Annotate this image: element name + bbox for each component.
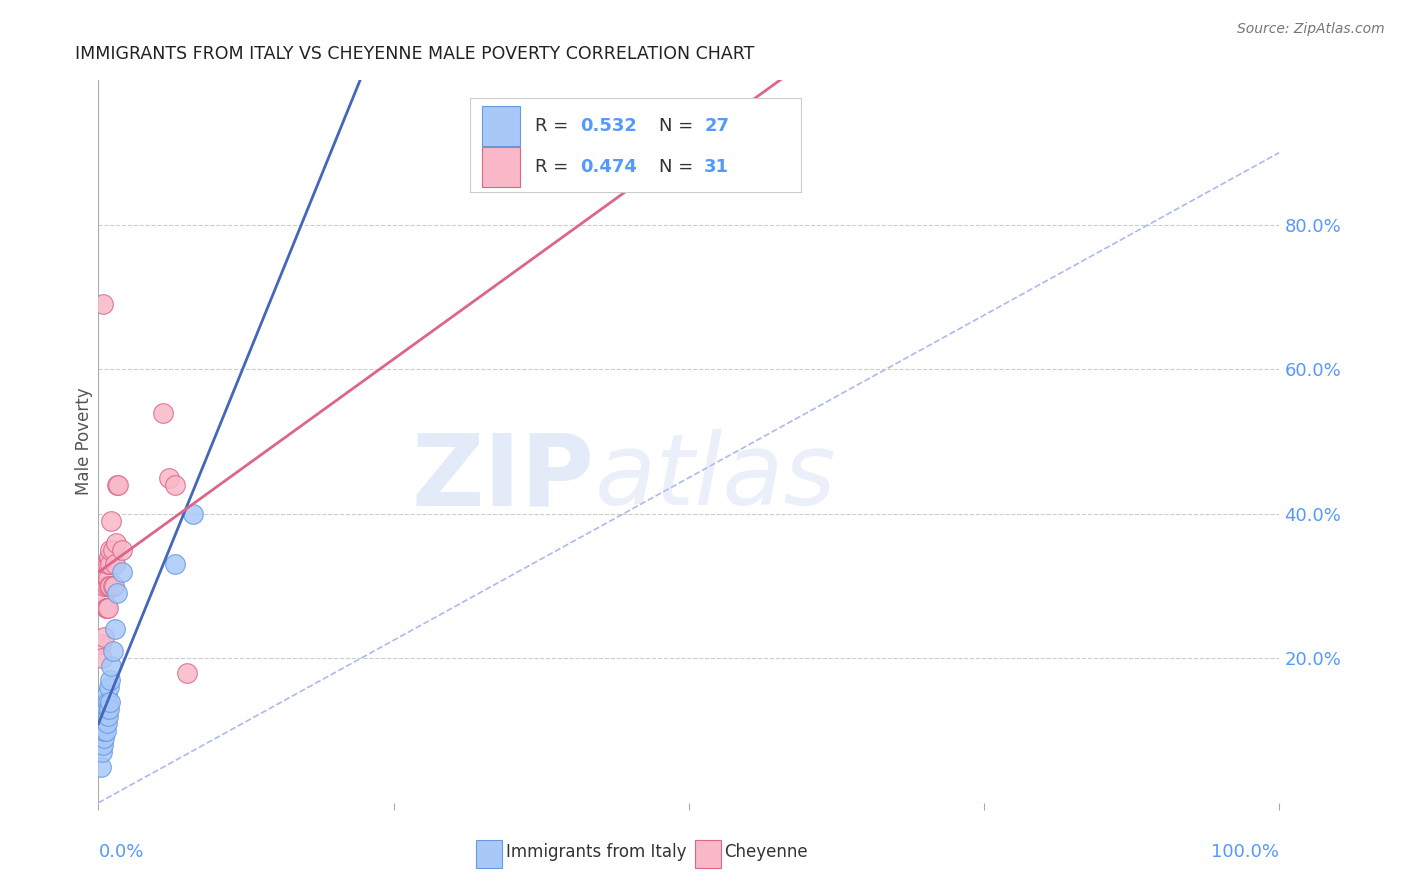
- Text: 31: 31: [704, 158, 730, 176]
- FancyBboxPatch shape: [477, 840, 502, 868]
- Point: [97, 558, 120, 572]
- Point: [90, 637, 112, 651]
- Text: R =: R =: [536, 117, 575, 135]
- Point: [111, 542, 134, 557]
- Point: [157, 470, 180, 484]
- Text: Source: ZipAtlas.com: Source: ZipAtlas.com: [1237, 22, 1385, 37]
- Point: [97, 572, 120, 586]
- Text: 0.0%: 0.0%: [98, 843, 143, 861]
- Point: [152, 406, 174, 420]
- Point: [91, 709, 114, 723]
- Point: [97, 695, 120, 709]
- Text: 0.532: 0.532: [581, 117, 637, 135]
- Text: atlas: atlas: [595, 429, 837, 526]
- FancyBboxPatch shape: [482, 106, 520, 145]
- Point: [98, 695, 121, 709]
- FancyBboxPatch shape: [471, 98, 801, 193]
- Point: [105, 586, 128, 600]
- Point: [91, 651, 114, 665]
- Point: [98, 579, 121, 593]
- Point: [100, 658, 122, 673]
- Point: [94, 600, 117, 615]
- Point: [91, 745, 114, 759]
- Text: R =: R =: [536, 158, 575, 176]
- Point: [98, 673, 121, 687]
- Point: [94, 723, 117, 738]
- Point: [97, 709, 120, 723]
- Point: [98, 680, 121, 694]
- Point: [91, 738, 114, 752]
- Point: [97, 600, 120, 615]
- Point: [101, 542, 124, 557]
- Point: [93, 579, 115, 593]
- Point: [105, 478, 128, 492]
- Text: 27: 27: [704, 117, 730, 135]
- Point: [100, 514, 122, 528]
- Point: [96, 687, 118, 701]
- Y-axis label: Male Poverty: Male Poverty: [75, 388, 93, 495]
- Text: 100.0%: 100.0%: [1212, 843, 1279, 861]
- Point: [93, 593, 115, 607]
- Text: ZIP: ZIP: [412, 429, 595, 526]
- Point: [176, 665, 198, 680]
- Point: [94, 695, 117, 709]
- Text: IMMIGRANTS FROM ITALY VS CHEYENNE MALE POVERTY CORRELATION CHART: IMMIGRANTS FROM ITALY VS CHEYENNE MALE P…: [75, 45, 754, 63]
- Point: [104, 558, 127, 572]
- Point: [98, 542, 121, 557]
- Point: [101, 644, 124, 658]
- Point: [165, 558, 187, 572]
- Point: [103, 579, 125, 593]
- Point: [96, 579, 118, 593]
- FancyBboxPatch shape: [482, 147, 520, 186]
- Point: [98, 702, 121, 716]
- Point: [93, 723, 115, 738]
- Point: [105, 535, 128, 549]
- Point: [98, 579, 121, 593]
- Point: [93, 731, 115, 745]
- Point: [94, 709, 117, 723]
- Point: [165, 478, 187, 492]
- Text: N =: N =: [659, 158, 699, 176]
- Point: [96, 716, 118, 731]
- Point: [107, 478, 129, 492]
- Point: [93, 702, 115, 716]
- Point: [90, 760, 112, 774]
- Text: Immigrants from Italy: Immigrants from Italy: [506, 843, 686, 861]
- Point: [96, 702, 118, 716]
- Point: [101, 579, 124, 593]
- Point: [93, 630, 115, 644]
- Point: [98, 558, 121, 572]
- Point: [91, 297, 114, 311]
- Point: [98, 550, 121, 565]
- FancyBboxPatch shape: [695, 840, 721, 868]
- Point: [104, 623, 127, 637]
- Text: Cheyenne: Cheyenne: [724, 843, 808, 861]
- Point: [96, 600, 118, 615]
- Point: [94, 558, 117, 572]
- Point: [91, 723, 114, 738]
- Text: N =: N =: [659, 117, 699, 135]
- Point: [111, 565, 134, 579]
- Point: [181, 507, 204, 521]
- Text: 0.474: 0.474: [581, 158, 637, 176]
